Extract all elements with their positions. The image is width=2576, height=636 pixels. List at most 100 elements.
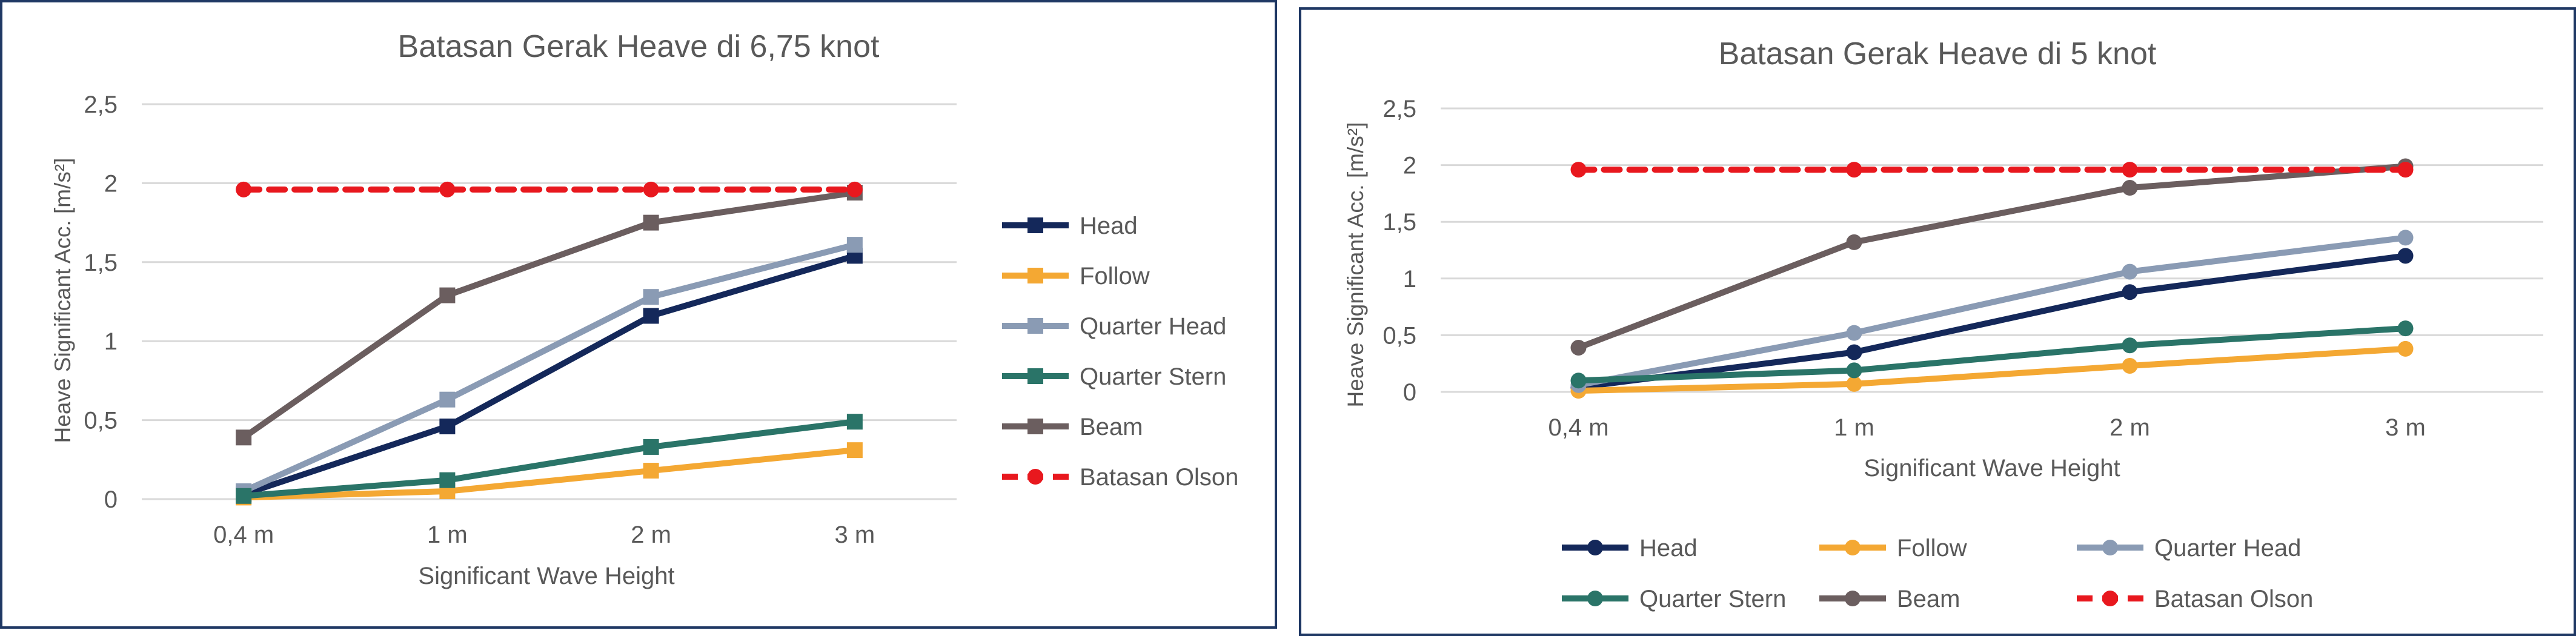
data-point [846,442,863,459]
x-tick-label: 0,4 m [213,522,274,548]
legend-label: Quarter Head [1080,313,1226,340]
y-tick-label: 2,5 [84,91,118,118]
data-point [2122,263,2138,280]
y-axis-label: Heave Significant Acc. [m/s²] [1343,122,1368,408]
series-line [1575,325,2409,384]
data-point [1570,373,1587,389]
data-point [2397,230,2414,246]
data-point [2122,180,2138,196]
legend-marker [1845,591,1861,606]
data-point [1846,325,1862,341]
series-line [241,190,858,441]
data-point [2122,162,2138,178]
x-tick-label: 3 m [835,522,875,548]
data-point [439,391,456,408]
series-line [241,419,858,499]
legend-marker [1587,591,1603,606]
legend-marker [1587,540,1603,555]
data-point [2122,284,2138,300]
y-tick-label: 2 [104,170,118,197]
legend-marker [2102,540,2118,555]
legend-marker [1845,540,1861,555]
data-point [846,237,863,253]
y-tick-label: 1 [1403,266,1416,293]
legend-marker [1027,368,1043,384]
data-point [1846,234,1862,250]
legend-label: Batasan Olson [1080,464,1238,491]
data-point [439,419,456,435]
data-point [1570,162,1587,178]
data-point [846,414,863,430]
data-point [1846,376,1862,392]
series-line [241,242,858,494]
y-tick-label: 1,5 [1383,209,1416,236]
y-tick-label: 2 [1403,153,1416,179]
legend-marker [1027,268,1043,283]
data-point [643,181,659,197]
legend-label: Head [1639,535,1698,561]
chart-svg-5-knot: Batasan Gerak Heave di 5 knot Significan… [1343,36,2543,612]
series-line [241,253,858,498]
chart-panel-6-75-knot: Batasan Gerak Heave di 6,75 knot Signifi… [0,0,1277,629]
legend-marker [1027,217,1043,233]
legend-label: Batasan Olson [2154,586,2313,612]
series-line [1575,163,2409,351]
legend-label: Follow [1897,535,1967,561]
data-point [643,214,659,231]
chart-title: Batasan Gerak Heave di 6,75 knot [398,29,880,64]
data-point [1846,362,1862,379]
legend-label: Quarter Stern [1080,363,1226,390]
chart-title: Batasan Gerak Heave di 5 knot [1719,36,2157,71]
data-point [1846,162,1862,178]
data-point [846,181,863,197]
data-point [439,181,456,197]
data-point [2397,340,2414,357]
y-tick-label: 0,5 [84,408,118,434]
x-axis-label: Significant Wave Height [1864,455,2120,482]
y-tick-label: 1,5 [84,250,118,276]
data-point [643,439,659,455]
series-line [1575,345,2409,394]
data-point [643,308,659,324]
legend-label: Beam [1897,586,1960,612]
x-tick-label: 1 m [1834,414,1874,441]
data-point [2122,357,2138,374]
x-tick-label: 2 m [2110,414,2150,441]
legend-marker [1027,419,1043,434]
data-point [439,472,456,488]
data-point [2122,337,2138,354]
legend-marker [2102,591,2118,606]
legend-label: Beam [1080,414,1143,440]
data-point [1570,339,1587,356]
data-point [236,429,252,446]
y-axis-label: Heave Significant Acc. [m/s²] [50,158,75,443]
legend-label: Follow [1080,263,1150,290]
x-axis-label: Significant Wave Height [418,563,674,589]
x-tick-label: 2 m [631,522,671,548]
data-point [236,181,252,197]
data-point [1846,344,1862,360]
y-tick-label: 0 [104,486,118,513]
x-tick-label: 0,4 m [1548,414,1608,441]
y-tick-label: 0 [1403,379,1416,406]
data-point [439,287,456,303]
data-point [643,463,659,479]
chart-svg-6-75-knot: Batasan Gerak Heave di 6,75 knot Signifi… [50,29,1238,589]
legend-label: Quarter Head [2154,535,2301,561]
x-tick-label: 3 m [2385,414,2426,441]
legend-marker [1027,469,1043,485]
y-tick-label: 2,5 [1383,96,1416,122]
legend-marker [1027,318,1043,334]
data-point [2397,162,2414,178]
x-tick-label: 1 m [427,522,468,548]
data-point [2397,248,2414,264]
data-point [643,289,659,305]
data-point [236,488,252,504]
y-tick-label: 1 [104,328,118,355]
y-tick-label: 0,5 [1383,322,1416,349]
series-line [1575,253,2409,391]
legend-label: Head [1080,213,1138,239]
data-point [2397,320,2414,337]
chart-panel-5-knot: Batasan Gerak Heave di 5 knot Significan… [1299,7,2576,636]
series-line [1575,234,2409,388]
